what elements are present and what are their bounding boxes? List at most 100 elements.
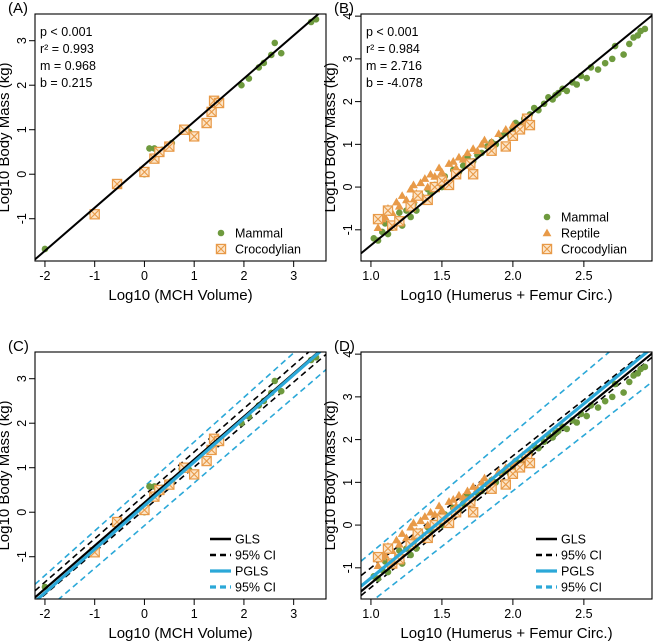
crocodylian-point-cross xyxy=(468,507,479,518)
line-pgls xyxy=(35,352,322,599)
x-tick-label: 3 xyxy=(290,269,297,283)
crocodylian-point-cross xyxy=(164,141,175,152)
crocodylian-point-cross xyxy=(468,169,479,180)
x-tick-label: 1 xyxy=(191,269,198,283)
legend-swatch xyxy=(215,243,227,255)
crocodylian-point xyxy=(467,507,479,518)
stat-text: r² = 0.993 xyxy=(40,42,94,56)
mammal-point xyxy=(396,209,403,217)
line-fit xyxy=(35,14,320,261)
mammal-point xyxy=(563,425,571,433)
legend-swatch-cross xyxy=(542,244,552,254)
crocodylian-point-cross xyxy=(486,145,497,156)
crocodylian-point-cross xyxy=(189,469,200,480)
crocodylian-point-cross xyxy=(214,98,225,108)
legend-swatch-cross xyxy=(216,244,226,254)
crocodylian-point xyxy=(372,551,384,563)
x-tick-label: 2.0 xyxy=(504,607,521,621)
crocodylian-point xyxy=(188,131,200,142)
y-axis-label: Log10 Body Mass (kg) xyxy=(0,62,13,212)
mammal-point xyxy=(563,87,571,95)
y-tick-label: 1 xyxy=(15,126,29,133)
stat-text: b = 0.215 xyxy=(40,76,93,90)
plot-frame xyxy=(360,351,653,600)
crocodylian-point xyxy=(201,117,212,129)
crocodylian-point-cross xyxy=(373,552,384,563)
reptile-point xyxy=(444,497,454,505)
line-pgls xyxy=(361,352,650,588)
crocodylian-point-cross xyxy=(524,458,535,469)
mammal-point xyxy=(238,81,245,89)
reptile-point xyxy=(480,135,489,144)
y-axis-label: Log10 Body Mass (kg) xyxy=(322,62,339,212)
reptile-point xyxy=(397,529,407,537)
legend-entry: PGLS xyxy=(536,565,594,579)
x-tick-label: 2.5 xyxy=(575,607,592,621)
crocodylian-point xyxy=(382,205,394,216)
y-tick-label: 1 xyxy=(341,141,355,148)
y-axis-label: Log10 Body Mass (kg) xyxy=(322,400,339,550)
x-tick-label: 0 xyxy=(141,269,148,283)
line-gls-lower-95-ci xyxy=(38,353,326,599)
mammal-point xyxy=(146,483,153,490)
crocodylian-point-cross xyxy=(486,483,497,494)
mammal-point xyxy=(277,49,285,57)
reptile-point xyxy=(444,159,454,167)
x-tick-label: 1.5 xyxy=(433,269,450,283)
y-tick-label: 4 xyxy=(341,13,355,20)
mammal-point xyxy=(594,66,602,73)
legend-entry: 95% CI xyxy=(536,581,602,595)
crocodylian-point xyxy=(500,141,511,152)
legend-label: Mammal xyxy=(235,227,283,241)
crocodylian-point-cross xyxy=(382,543,393,554)
stat-text: b = -4.078 xyxy=(366,76,423,90)
y-tick-label: 0 xyxy=(15,171,29,178)
reptile-point xyxy=(448,157,458,165)
mammal-point xyxy=(307,18,315,26)
mammal-point xyxy=(271,39,279,47)
y-tick-label: -1 xyxy=(341,224,355,235)
y-tick-label: 1 xyxy=(15,464,29,471)
mammal-point xyxy=(608,55,616,63)
line-pgls-lower-95-ci xyxy=(373,381,652,599)
stat-text: m = 0.968 xyxy=(40,59,96,73)
x-tick-label: -1 xyxy=(89,269,100,283)
crocodylian-point xyxy=(201,455,212,467)
y-tick-label: 3 xyxy=(15,375,29,382)
legend-label: PGLS xyxy=(235,565,268,579)
y-tick-label: 3 xyxy=(341,55,355,62)
x-axis-label: Log10 (MCH Volume) xyxy=(108,625,252,642)
panel-b-plot-area xyxy=(361,14,652,255)
legend-label: 95% CI xyxy=(561,581,602,595)
mammal-point xyxy=(601,59,609,67)
y-tick-label: 0 xyxy=(341,522,355,529)
plot-frame xyxy=(34,351,327,600)
reptile-point xyxy=(420,174,430,182)
x-tick-label: 1.5 xyxy=(433,607,450,621)
legend-label: PGLS xyxy=(561,565,594,579)
legend-entry: Crocodylian xyxy=(215,243,301,257)
mammal-point xyxy=(583,74,591,82)
reptile-point xyxy=(416,178,426,187)
crocodylian-point xyxy=(500,479,511,490)
y-tick-label: 2 xyxy=(15,420,29,427)
y-tick-label: -1 xyxy=(15,213,29,224)
reptile-point xyxy=(394,201,404,210)
line-gls-upper-95-ci xyxy=(361,352,646,577)
reptile-point xyxy=(420,512,430,520)
y-tick-label: -1 xyxy=(15,551,29,562)
reptile-point xyxy=(437,505,447,514)
x-tick-label: 2 xyxy=(240,607,247,621)
panel-label: (C) xyxy=(8,338,29,355)
legend-entry: Mammal xyxy=(543,211,609,225)
mammal-point xyxy=(641,363,649,371)
stat-text: m = 2.716 xyxy=(366,59,422,73)
reptile-point xyxy=(473,146,482,155)
crocodylian-point xyxy=(188,469,200,480)
legend-label: 95% CI xyxy=(561,549,602,563)
plot-frame xyxy=(360,13,653,262)
x-tick-label: 0 xyxy=(141,607,148,621)
crocodylian-point xyxy=(372,213,384,225)
y-tick-label: 2 xyxy=(15,82,29,89)
